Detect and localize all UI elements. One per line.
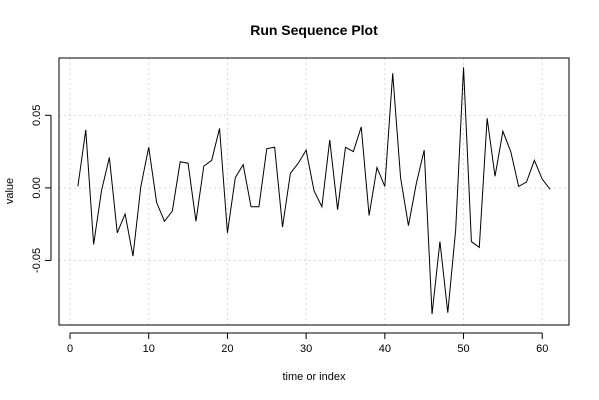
plot-frame: [58, 57, 570, 326]
x-tick-label: 40: [379, 343, 391, 355]
y-tick-label: 0.00: [31, 177, 43, 198]
axes: 0 10 20 30 40 50 60 -0.05 0.00 0.05: [31, 105, 548, 355]
y-tick-label: -0.05: [31, 248, 43, 273]
x-tick-label: 50: [457, 343, 469, 355]
grid: [59, 58, 569, 325]
series-line: [77, 67, 551, 315]
x-axis-label: time or index: [283, 371, 346, 383]
x-tick-label: 20: [221, 343, 233, 355]
x-tick-label: 30: [300, 343, 312, 355]
x-tick-label: 10: [143, 343, 155, 355]
chart-title: Run Sequence Plot: [250, 22, 378, 38]
series-layer: [77, 67, 551, 315]
y-axis-label: value: [4, 178, 16, 204]
y-tick-label: 0.05: [31, 105, 43, 126]
x-tick-label: 60: [536, 343, 548, 355]
x-tick-label: 0: [67, 343, 73, 355]
